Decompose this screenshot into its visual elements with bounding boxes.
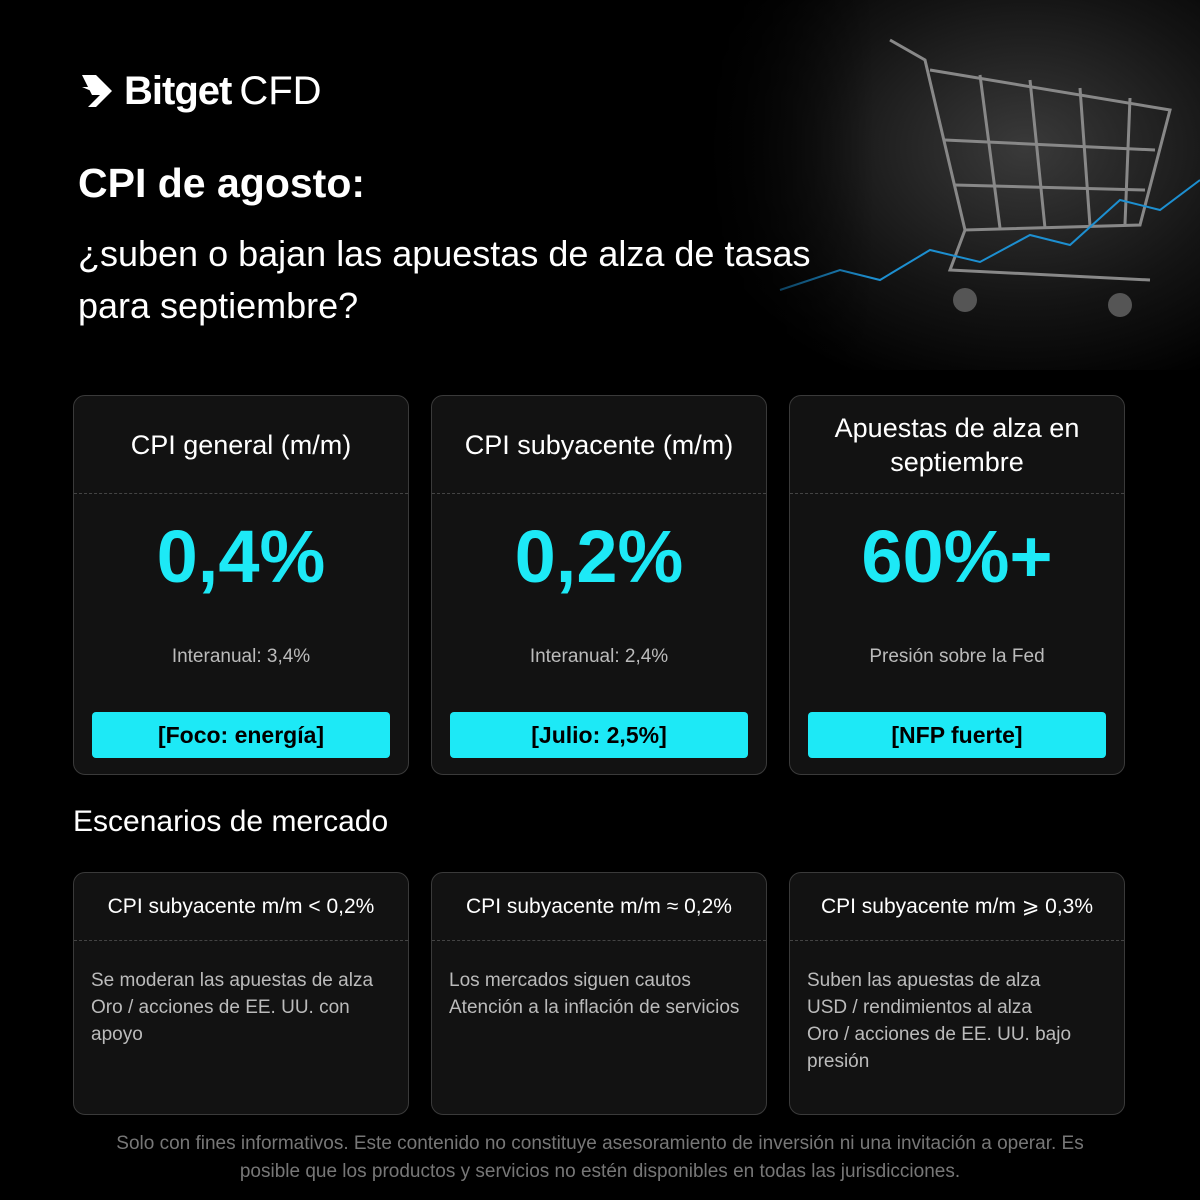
- scenario-condition: CPI subyacente m/m ≈ 0,2%: [432, 873, 766, 941]
- subtitle: ¿suben o bajan las apuestas de alza de t…: [78, 228, 811, 332]
- scenario-card: CPI subyacente m/m < 0,2% Se moderan las …: [73, 872, 409, 1115]
- card-note: Interanual: 3,4%: [171, 646, 311, 667]
- scenario-line: Oro / acciones de EE. UU. con: [91, 997, 350, 1018]
- scenario-line: Suben las apuestas de alza: [807, 970, 1041, 991]
- card-tag: [Julio: 2,5%]: [450, 712, 748, 758]
- scenario-line: apoyo: [91, 1024, 143, 1045]
- card-value: 0,2%: [514, 515, 684, 598]
- card-tag: [Foco: energía]: [92, 712, 390, 758]
- scenario-line: USD / rendimientos al alza: [807, 997, 1032, 1018]
- subtitle-line: ¿suben o bajan las apuestas de alza de t…: [78, 233, 811, 274]
- metric-card: Apuestas de alza en septiembre 60%+ Presión…: [789, 395, 1125, 775]
- metric-card: CPI subyacente (m/m) 0,2% Interanual: 2,4%…: [431, 395, 767, 775]
- logo-brand: Bitget: [124, 68, 232, 113]
- section-title: Escenarios de mercado: [73, 805, 389, 838]
- card-title: CPI general (m/m): [74, 396, 408, 494]
- metric-card: CPI general (m/m) 0,4% Interanual: 3,4% [Fo…: [73, 395, 409, 775]
- scenario-line: Los mercados siguen cautos: [449, 970, 691, 991]
- logo-product: CFD: [239, 68, 322, 113]
- card-note: Presión sobre la Fed: [869, 646, 1045, 667]
- card-title-line: CPI general (m/m): [130, 429, 352, 460]
- scenario-condition: CPI subyacente m/m ⩾ 0,3%: [790, 873, 1124, 941]
- scenario-line: Se moderan las apuestas de alza: [91, 970, 374, 991]
- scenario-line: Oro / acciones de EE. UU. bajo: [807, 1024, 1072, 1045]
- card-note: Interanual: 2,4%: [529, 646, 669, 667]
- card-title-line: CPI subyacente (m/m): [464, 429, 734, 460]
- logo-icon: [82, 75, 112, 107]
- card-title-line: Apuestas de alza en: [834, 412, 1080, 443]
- title: CPI de agosto:: [78, 160, 366, 206]
- card-title: Apuestas de alza en septiembre: [790, 396, 1124, 494]
- card-title-line: septiembre: [890, 446, 1024, 477]
- disclaimer: Solo con fines informativos. Este conten…: [0, 1130, 1200, 1186]
- scenario-card: CPI subyacente m/m ≈ 0,2% Los mercados si…: [431, 872, 767, 1115]
- subtitle-line: para septiembre?: [78, 285, 359, 326]
- disclaimer-line: posible que los productos y servicios no…: [239, 1161, 961, 1182]
- scenario-body: Los mercados siguen cautos Atención a la …: [449, 967, 756, 1021]
- card-value: 0,4%: [156, 515, 326, 598]
- scenario-condition: CPI subyacente m/m < 0,2%: [74, 873, 408, 941]
- scenario-line: Atención a la inflación de servicios: [449, 997, 740, 1018]
- scenario-line: presión: [807, 1051, 870, 1072]
- disclaimer-line: Solo con fines informativos. Este conten…: [116, 1133, 1084, 1154]
- card-tag: [NFP fuerte]: [808, 712, 1106, 758]
- hero-image: [700, 0, 1200, 370]
- card-title: CPI subyacente (m/m): [432, 396, 766, 494]
- scenario-body: Se moderan las apuestas de alza Oro / acc…: [91, 967, 398, 1048]
- scenario-body: Suben las apuestas de alza USD / rendimie…: [807, 967, 1114, 1075]
- card-value: 60%+: [861, 515, 1053, 598]
- scenario-card: CPI subyacente m/m ⩾ 0,3% Suben las apues…: [789, 872, 1125, 1115]
- logo: Bitget CFD: [78, 66, 322, 116]
